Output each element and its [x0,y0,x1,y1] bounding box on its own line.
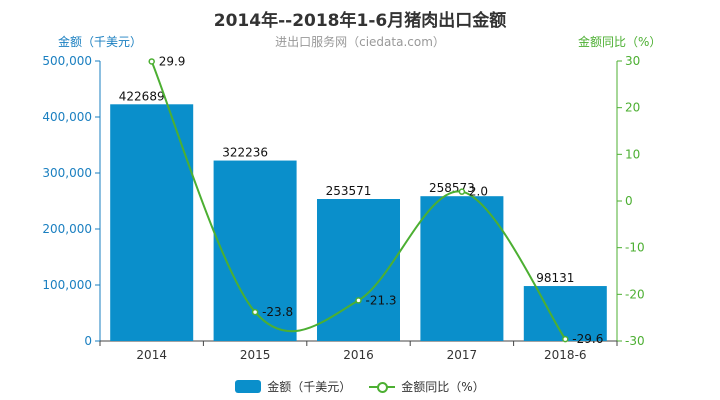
bar [420,196,504,341]
y-left-tick-label: 100,000 [42,278,92,292]
y-right-tick-label: 20 [625,101,640,115]
line-point [148,58,155,65]
y-right-tick-label: 0 [625,194,633,208]
line-data-label: 29.9 [159,54,186,68]
bar-data-label: 253571 [326,184,372,198]
legend-item-yoy[interactable]: 金额同比（%） [369,378,485,395]
line-point [355,297,362,304]
line-point [251,308,259,316]
line-point [458,188,466,195]
chart-title: 2014年--2018年1-6月猪肉出口金额 [213,11,507,31]
legend-label-yoy: 金额同比（%） [401,380,485,394]
y-axis-right-label: 金额同比（%） [578,35,662,49]
y-right-tick-label: 30 [625,54,640,68]
line-data-label: -29.6 [572,332,603,346]
chart-legend: 金额（千美元） 金额同比（%） [0,378,720,395]
legend-swatch-yoy [369,380,396,393]
line-point [562,335,569,343]
legend-label-amount: 金额（千美元） [267,380,352,394]
line-data-label: 2.0 [469,185,488,199]
legend-swatch-amount [235,380,262,393]
x-tick-label: 2016 [343,348,374,362]
chart-subtitle: 进出口服务网（ciedata.com） [275,35,445,49]
bar-data-label: 98131 [536,271,574,285]
x-tick-label: 2017 [447,348,478,362]
x-tick-label: 2014 [136,348,167,362]
y-left-tick-label: 0 [84,334,92,348]
y-right-tick-label: -20 [625,287,645,301]
legend-item-amount[interactable]: 金额（千美元） [235,378,351,395]
bar-data-label: 322236 [222,146,268,160]
y-left-tick-label: 300,000 [42,166,92,180]
y-right-tick-label: 10 [625,147,640,161]
y-right-tick-label: -10 [625,241,645,255]
y-left-tick-label: 200,000 [42,222,92,236]
y-left-tick-label: 500,000 [42,54,92,68]
bar-data-label: 422689 [119,89,165,103]
line-data-label: -23.8 [262,305,293,319]
x-tick-label: 2018-6 [544,348,587,362]
line-data-label: -21.3 [366,293,397,307]
y-left-tick-label: 400,000 [42,110,92,124]
bar [523,286,607,341]
y-axis-left-label: 金额（千美元） [58,35,143,49]
y-right-tick-label: -30 [625,334,645,348]
bar [110,104,194,341]
x-tick-label: 2015 [240,348,271,362]
